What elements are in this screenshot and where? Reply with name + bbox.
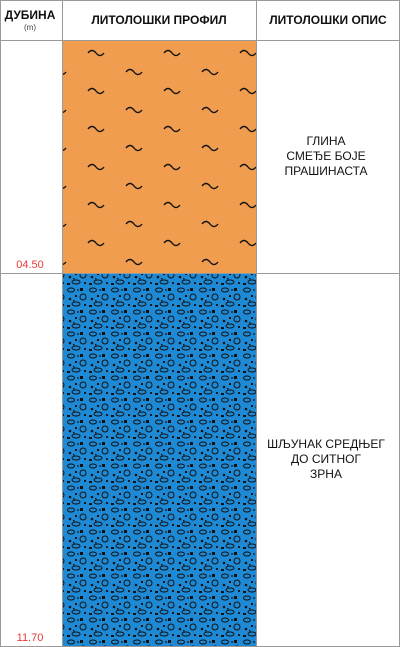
depth-column-header: ДУБИНА (m) — [0, 0, 60, 40]
layer-1-description: ГЛИНА СМЕЂЕ БОЈЕ ПРАШИНАСТА — [256, 134, 396, 179]
layer-2-pattern — [63, 273, 256, 646]
depth-header-title: ДУБИНА — [4, 8, 56, 22]
description-line: ШЉУНАК СРЕДЊЕГ — [267, 437, 385, 452]
depth-unit: (m) — [24, 23, 36, 32]
depth-label: 11.70 — [16, 632, 44, 644]
description-line: ДО СИТНОГ — [291, 452, 361, 467]
description-header-title: ЛИТОЛОШКИ ОПИС — [269, 13, 387, 27]
profile-header-title: ЛИТОЛОШКИ ПРОФИЛ — [91, 13, 227, 27]
layer-1-pattern — [63, 40, 256, 274]
description-line: ЗРНА — [310, 467, 342, 482]
description-line: СМЕЂЕ БОЈЕ — [286, 149, 366, 164]
depth-label: 04.50 — [16, 259, 44, 272]
layer-2-description: ШЉУНАК СРЕДЊЕГ ДО СИТНОГ ЗРНА — [256, 437, 396, 482]
description-line: ГЛИНА — [306, 134, 346, 149]
description-column-header: ЛИТОЛОШКИ ОПИС — [256, 0, 400, 40]
profile-column-header: ЛИТОЛОШКИ ПРОФИЛ — [62, 0, 256, 40]
description-line: ПРАШИНАСТА — [284, 164, 368, 179]
